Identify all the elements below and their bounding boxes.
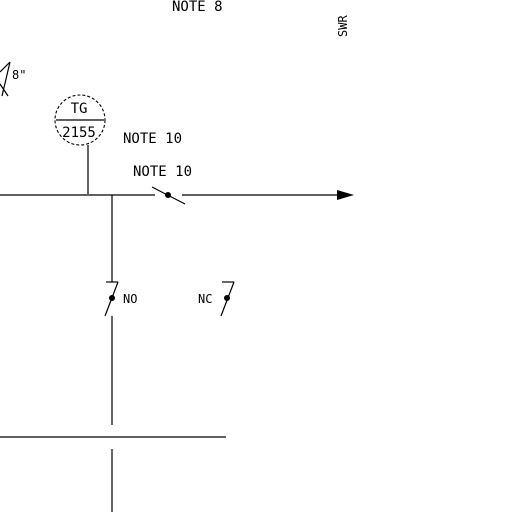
tag-top-text: TG — [71, 101, 88, 117]
note-10-label-switch: NOTE 10 — [133, 164, 192, 180]
note-10-label-upper: NOTE 10 — [123, 131, 182, 147]
inline-switch-contact — [165, 192, 171, 198]
vertical-branch — [0, 195, 226, 512]
main-horizontal-line — [0, 186, 354, 205]
angle-label: 8" — [12, 68, 26, 82]
side-vertical-label: SWR — [336, 15, 350, 37]
nc-switch-symbol — [220, 281, 235, 317]
top-note-label: NOTE 8 — [172, 0, 223, 15]
flow-arrowhead — [337, 190, 354, 200]
no-switch-contact — [109, 295, 115, 301]
nc-switch-label: NC — [198, 292, 212, 306]
tag-bottom-text: 2155 — [62, 125, 96, 141]
no-switch-label: NO — [123, 292, 137, 306]
tag-bubble — [54, 94, 106, 194]
angled-fitting-symbol — [0, 61, 11, 97]
